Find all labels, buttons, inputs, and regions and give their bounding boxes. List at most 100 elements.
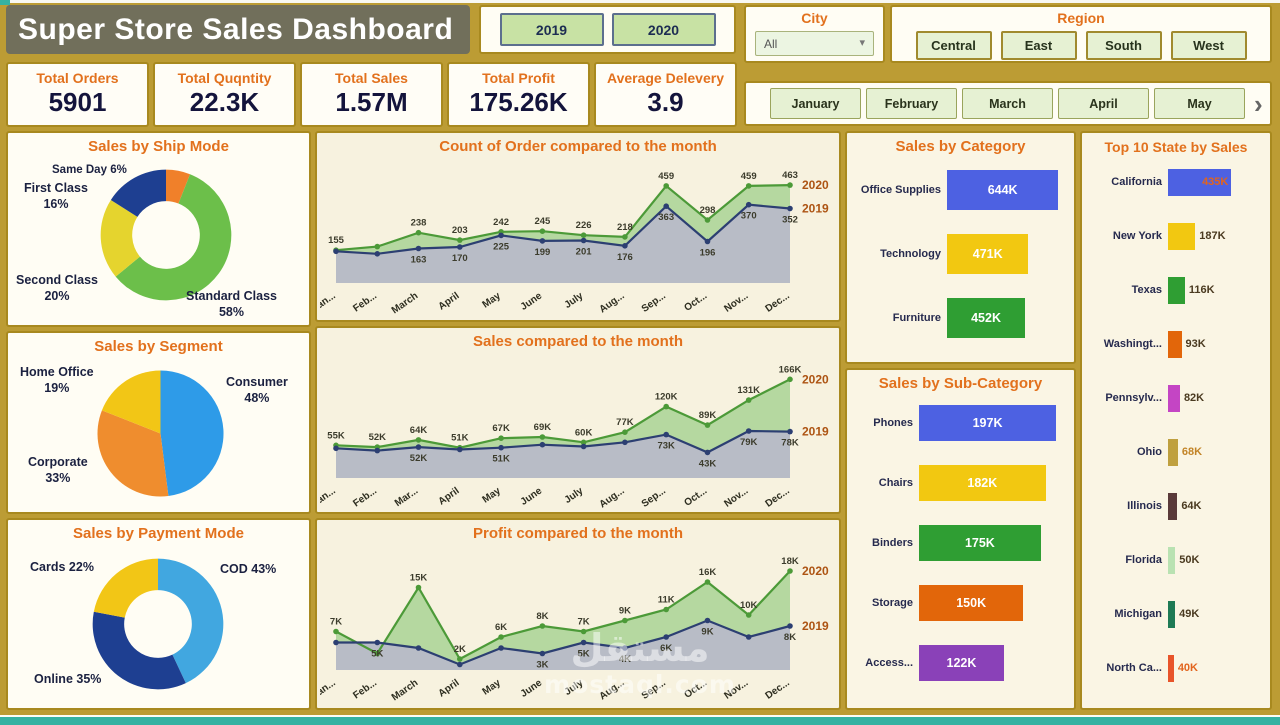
bar-chairs[interactable]: 182K	[919, 465, 1046, 501]
region-south-button[interactable]: South	[1085, 31, 1162, 60]
ship-mode-donut-chart[interactable]	[96, 165, 236, 305]
data-point-2020[interactable]	[415, 229, 422, 236]
data-point-2019[interactable]	[622, 243, 628, 249]
data-point-2019[interactable]	[787, 428, 793, 435]
year-2019-button[interactable]: 2019	[499, 13, 604, 46]
data-point-2019[interactable]	[539, 650, 546, 657]
pie-slice-same-day[interactable]	[166, 169, 191, 204]
month-may-button[interactable]: May	[1154, 88, 1245, 119]
data-point-2020[interactable]	[663, 606, 669, 613]
pie-slice-corporate[interactable]	[97, 410, 169, 497]
data-point-2019[interactable]	[333, 445, 339, 452]
data-point-2019[interactable]	[704, 617, 711, 624]
data-point-2020[interactable]	[580, 628, 587, 635]
data-point-2019[interactable]	[498, 645, 504, 651]
data-point-2020[interactable]	[333, 628, 339, 635]
data-point-2019[interactable]	[457, 661, 463, 668]
year-2020-button[interactable]: 2020	[611, 13, 716, 46]
data-point-2020[interactable]	[704, 422, 711, 428]
data-point-2020[interactable]	[745, 397, 752, 403]
pie-slice-online[interactable]	[92, 611, 186, 690]
data-point-2020[interactable]	[415, 437, 422, 443]
data-point-2020[interactable]	[787, 376, 793, 383]
data-point-2020[interactable]	[663, 183, 669, 189]
data-point-2020[interactable]	[457, 237, 463, 243]
data-point-2019[interactable]	[745, 428, 752, 434]
pie-slice-standard-class[interactable]	[115, 174, 232, 301]
data-point-2019[interactable]	[622, 645, 628, 651]
month-january-button[interactable]: January	[770, 88, 861, 119]
data-point-2019[interactable]	[539, 441, 546, 448]
data-point-2020[interactable]	[539, 623, 546, 629]
data-point-2019[interactable]	[787, 623, 793, 629]
data-point-2019[interactable]	[415, 645, 422, 651]
data-point-2020[interactable]	[704, 579, 711, 585]
bar-technology[interactable]: 471K	[947, 234, 1029, 274]
data-point-2020[interactable]	[704, 217, 711, 223]
data-point-2020[interactable]	[663, 403, 669, 410]
data-point-2019[interactable]	[374, 447, 381, 454]
bar-texas[interactable]	[1168, 276, 1185, 304]
region-west-button[interactable]: West	[1170, 31, 1247, 60]
data-point-2020[interactable]	[622, 234, 628, 240]
data-point-2019[interactable]	[580, 237, 587, 244]
data-point-2019[interactable]	[580, 639, 587, 646]
data-point-2019[interactable]	[704, 449, 711, 456]
bar-florida[interactable]	[1168, 546, 1176, 574]
bar-california[interactable]: 435K	[1168, 168, 1232, 196]
data-point-2019[interactable]	[745, 634, 752, 640]
data-point-2019[interactable]	[415, 444, 422, 450]
data-point-2019[interactable]	[663, 203, 669, 209]
profit-area-chart[interactable]: 7K 15K 2K 6K 8K 7K 9K 11K 16K 10K 18K 5K 3K 5K 4K 6K 9K 8…	[320, 544, 836, 706]
data-point-2019[interactable]	[333, 639, 339, 646]
bar-washingt[interactable]	[1168, 330, 1182, 358]
bar-illinois[interactable]	[1168, 492, 1178, 520]
month-march-button[interactable]: March	[962, 88, 1053, 119]
bar-phones[interactable]: 197K	[919, 405, 1057, 441]
pie-slice-second-class[interactable]	[100, 199, 140, 277]
data-point-2019[interactable]	[704, 238, 711, 245]
data-point-2019[interactable]	[457, 446, 463, 453]
data-point-2019[interactable]	[663, 431, 669, 438]
pie-slice-first-class[interactable]	[110, 169, 166, 217]
data-point-2019[interactable]	[415, 245, 422, 252]
data-point-2020[interactable]	[457, 656, 463, 662]
segment-pie-chart[interactable]	[93, 366, 228, 501]
data-point-2020[interactable]	[374, 650, 381, 657]
bar-furniture[interactable]: 452K	[947, 298, 1026, 338]
month-february-button[interactable]: February	[866, 88, 957, 119]
pie-slice-cards[interactable]	[93, 558, 158, 618]
bar-access[interactable]: 122K	[919, 645, 1004, 681]
data-point-2020[interactable]	[498, 435, 504, 441]
region-central-button[interactable]: Central	[915, 31, 992, 60]
chevron-right-icon[interactable]: ›	[1254, 88, 1263, 119]
data-point-2020[interactable]	[622, 429, 628, 435]
data-point-2019[interactable]	[457, 244, 463, 250]
data-point-2019[interactable]	[374, 639, 381, 646]
data-point-2020[interactable]	[374, 243, 381, 250]
data-point-2019[interactable]	[539, 238, 546, 244]
data-point-2020[interactable]	[539, 434, 546, 440]
orders-area-chart[interactable]: 155 238 203 242 245 226 218 459 298 459 463 163 170 2…	[320, 157, 836, 319]
bar-north-ca[interactable]	[1168, 654, 1174, 682]
pie-slice-consumer[interactable]	[160, 370, 224, 497]
data-point-2020[interactable]	[539, 228, 546, 234]
sales-area-chart[interactable]: 55K 52K 64K 51K 67K 69K 60K 77K 120K 89K 131K 166K 5…	[320, 352, 836, 514]
data-point-2019[interactable]	[745, 201, 752, 208]
data-point-2020[interactable]	[745, 612, 752, 618]
bar-ohio[interactable]	[1168, 438, 1178, 466]
region-east-button[interactable]: East	[1000, 31, 1077, 60]
payment-mode-donut-chart[interactable]	[88, 554, 228, 694]
month-april-button[interactable]: April	[1058, 88, 1149, 119]
bar-new-york[interactable]	[1168, 222, 1196, 250]
data-point-2019[interactable]	[498, 232, 504, 239]
pie-slice-home-office[interactable]	[101, 370, 161, 434]
data-point-2020[interactable]	[580, 232, 587, 238]
data-point-2019[interactable]	[580, 443, 587, 450]
data-point-2020[interactable]	[787, 182, 793, 188]
data-point-2020[interactable]	[787, 568, 793, 574]
data-point-2019[interactable]	[333, 248, 339, 255]
bar-storage[interactable]: 150K	[919, 585, 1024, 621]
bar-michigan[interactable]	[1168, 600, 1176, 628]
data-point-2020[interactable]	[415, 584, 422, 591]
